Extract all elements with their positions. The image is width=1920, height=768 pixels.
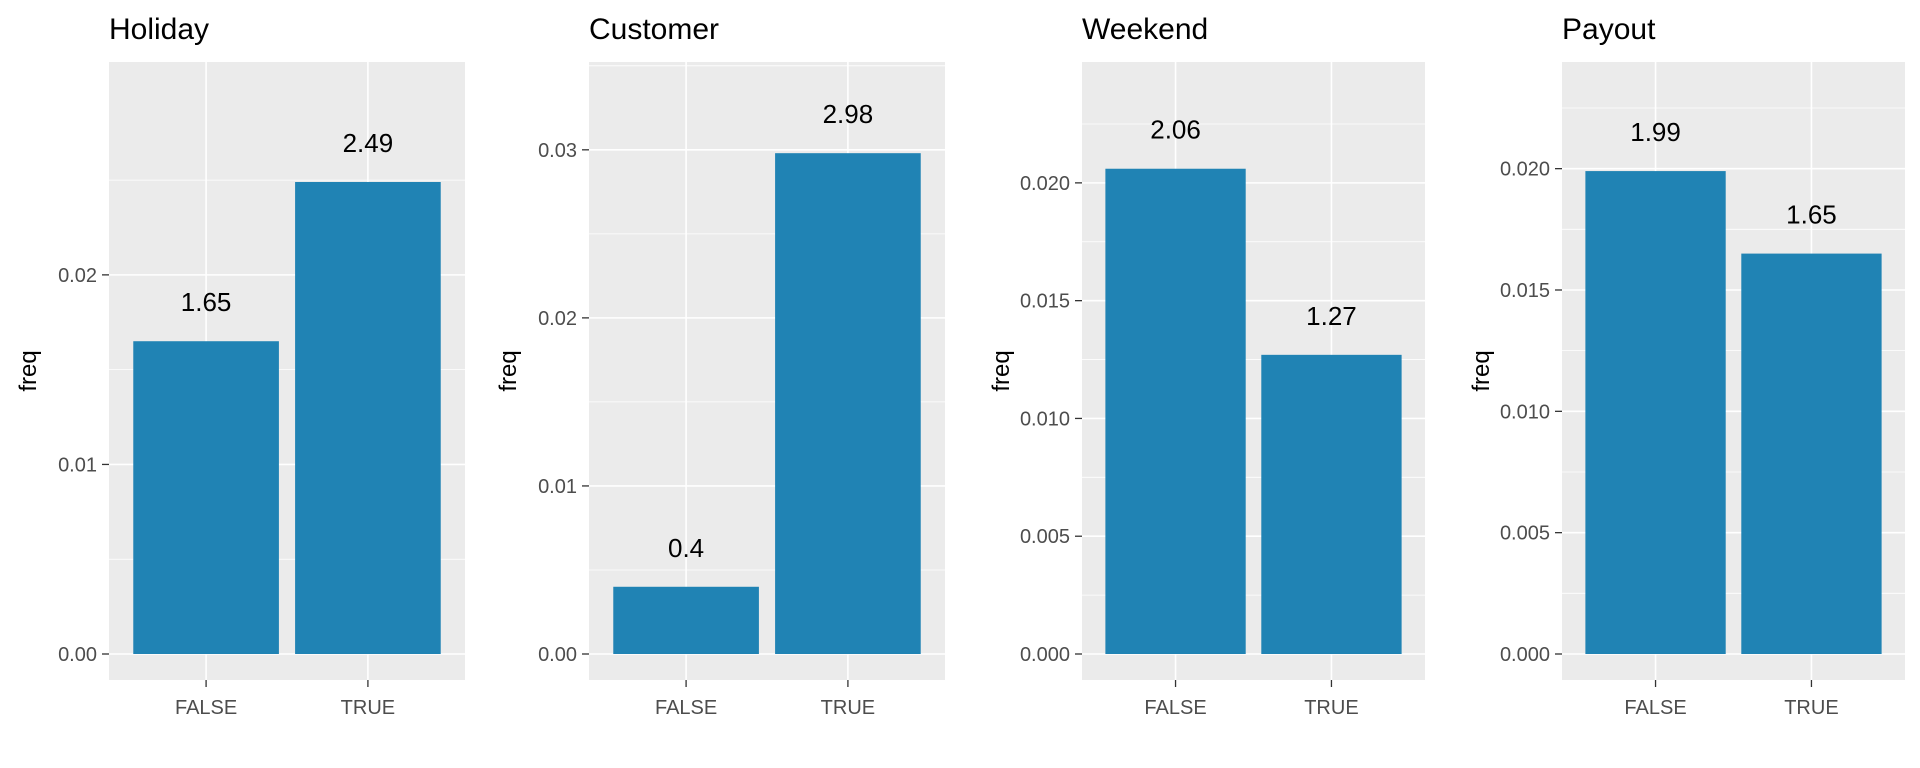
x-tick-label: TRUE [821, 697, 875, 719]
y-tick-label: 0.005 [1020, 526, 1070, 548]
x-tick-label: FALSE [1624, 697, 1686, 719]
y-tick-label: 0.00 [538, 644, 577, 666]
x-tick-label: TRUE [1304, 697, 1358, 719]
y-tick-label: 0.020 [1500, 159, 1550, 181]
y-tick-label: 0.01 [58, 454, 97, 476]
facet-panel-holiday: 0.00 0.01 0.02 1.65 FALSE 2.49 TRUE Holiday freq [15, 13, 465, 719]
bar-true [1261, 354, 1402, 654]
y-axis-title: freq [15, 350, 42, 391]
bar-value-label: 1.65 [1786, 200, 1837, 230]
bar-true [775, 153, 921, 655]
y-tick-label: 0.010 [1500, 401, 1550, 423]
panel-title: Holiday [109, 13, 209, 46]
x-tick-label: TRUE [341, 697, 395, 719]
x-tick-label: FALSE [175, 697, 237, 719]
bar-value-label: 2.06 [1150, 115, 1201, 145]
y-tick-label: 0.02 [58, 265, 97, 287]
y-tick-label: 0.010 [1020, 408, 1070, 430]
y-tick-label: 0.005 [1500, 523, 1550, 545]
y-tick-label: 0.020 [1020, 173, 1070, 195]
bar-value-label: 1.99 [1630, 117, 1681, 147]
y-tick-label: 0.01 [538, 476, 577, 498]
y-tick-label: 0.000 [1020, 644, 1070, 666]
bar-false [613, 586, 759, 654]
y-tick-label: 0.02 [538, 308, 577, 330]
bar-value-label: 0.4 [668, 533, 704, 563]
y-axis-title: freq [988, 350, 1015, 391]
facet-panel-customer: 0.00 0.01 0.02 0.03 0.4 FALSE 2.98 TRUE Customer… [495, 13, 945, 719]
bar-false [1105, 168, 1246, 655]
bar-value-label: 2.49 [343, 128, 394, 158]
bar-false [133, 341, 279, 654]
bar-value-label: 1.27 [1306, 301, 1357, 331]
bar-value-label: 2.98 [823, 99, 874, 129]
y-tick-label: 0.03 [538, 140, 577, 162]
y-tick-label: 0.015 [1020, 291, 1070, 313]
bar-true [1741, 253, 1882, 654]
y-tick-label: 0.00 [58, 644, 97, 666]
bar-value-label: 1.65 [181, 287, 232, 317]
panel-title: Weekend [1082, 13, 1208, 46]
y-axis-title: freq [495, 350, 522, 391]
bar-true [295, 181, 441, 654]
y-tick-label: 0.015 [1500, 280, 1550, 302]
x-tick-label: FALSE [655, 697, 717, 719]
x-tick-label: TRUE [1784, 697, 1838, 719]
panel-title: Payout [1562, 13, 1656, 46]
facet-panel-payout: 0.000 0.005 0.010 0.015 0.020 1.99 FALSE 1.65 TR… [1468, 13, 1905, 719]
y-tick-label: 0.000 [1500, 644, 1550, 666]
y-axis-title: freq [1468, 350, 1495, 391]
x-tick-label: FALSE [1144, 697, 1206, 719]
bar-false [1585, 171, 1726, 654]
panel-title: Customer [589, 13, 719, 46]
facet-panel-weekend: 0.000 0.005 0.010 0.015 0.020 2.06 FALSE 1.27 TR… [988, 13, 1425, 719]
